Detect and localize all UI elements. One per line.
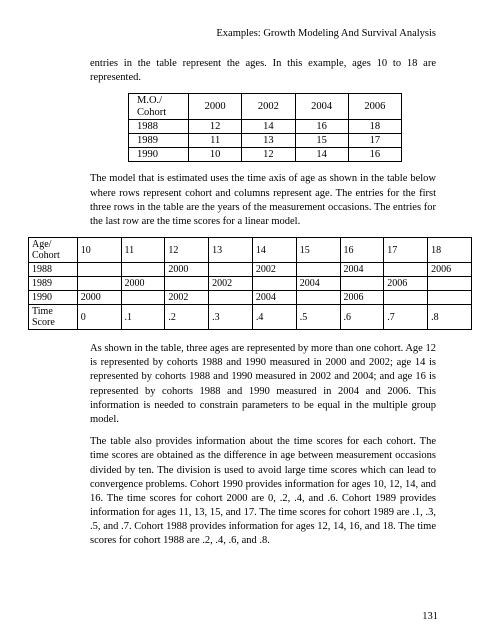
t1-r2-cohort: 1990	[129, 148, 189, 162]
t2-r2-v2: 2002	[165, 291, 209, 305]
t2-age-3: 13	[209, 238, 253, 263]
t1-r1-v2: 15	[295, 134, 348, 148]
t2-age-1: 11	[121, 238, 165, 263]
t2-r0-v2: 2000	[165, 263, 209, 277]
t2-r0-v5	[296, 263, 340, 277]
t2-r1-v4	[252, 277, 296, 291]
t2-r1-v8	[428, 277, 472, 291]
t2-r3-v0: 0	[77, 305, 121, 330]
t1-r2-v2: 14	[295, 148, 348, 162]
t1-r1-cohort: 1989	[129, 134, 189, 148]
t2-r2-v0: 2000	[77, 291, 121, 305]
t2-r3-v1: .1	[121, 305, 165, 330]
t2-r3-cohort: Time Score	[29, 305, 78, 330]
t2-r3-v5: .5	[296, 305, 340, 330]
t2-r2-v8	[428, 291, 472, 305]
t2-age-2: 12	[165, 238, 209, 263]
t2-r3-v7: .7	[384, 305, 428, 330]
t2-r1-v7: 2006	[384, 277, 428, 291]
t2-r0-v1	[121, 263, 165, 277]
t1-r0-v2: 16	[295, 120, 348, 134]
t1-r1-v3: 17	[348, 134, 401, 148]
t1-r1-v0: 11	[189, 134, 242, 148]
t2-age-5: 15	[296, 238, 340, 263]
table-2: Age/ Cohort 10 11 12 13 14 15 16 17 18 1…	[28, 237, 472, 330]
t1-r2-v0: 10	[189, 148, 242, 162]
t2-age-4: 14	[252, 238, 296, 263]
table-2-wrap: Age/ Cohort 10 11 12 13 14 15 16 17 18 1…	[28, 237, 472, 330]
t1-r2-v3: 16	[348, 148, 401, 162]
paragraph-3: As shown in the table, three ages are re…	[28, 342, 472, 427]
t2-age-6: 16	[340, 238, 384, 263]
paragraph-1: entries in the table represent the ages.…	[28, 57, 472, 85]
t1-r0-v1: 14	[242, 120, 295, 134]
t2-r0-v4: 2002	[252, 263, 296, 277]
paragraph-4: The table also provides information abou…	[28, 435, 472, 548]
t2-r2-v5	[296, 291, 340, 305]
t2-r1-v1: 2000	[121, 277, 165, 291]
t1-year-1: 2002	[242, 94, 295, 120]
t1-year-3: 2006	[348, 94, 401, 120]
t2-age-8: 18	[428, 238, 472, 263]
t2-age-0: 10	[77, 238, 121, 263]
t2-r0-v8: 2006	[428, 263, 472, 277]
t2-r3-v6: .6	[340, 305, 384, 330]
t2-r2-v7	[384, 291, 428, 305]
t2-r3-v2: .2	[165, 305, 209, 330]
t1-r0-cohort: 1988	[129, 120, 189, 134]
page-header: Examples: Growth Modeling And Survival A…	[28, 28, 472, 39]
table-1-wrap: M.O./ Cohort 2000 2002 2004 2006 1988 12…	[28, 93, 472, 162]
page-number: 131	[422, 611, 438, 622]
t2-r0-v3	[209, 263, 253, 277]
t2-r2-cohort: 1990	[29, 291, 78, 305]
t2-r0-v6: 2004	[340, 263, 384, 277]
t1-r0-v0: 12	[189, 120, 242, 134]
t2-r1-v0	[77, 277, 121, 291]
t2-r2-v3	[209, 291, 253, 305]
paragraph-2: The model that is estimated uses the tim…	[28, 172, 472, 229]
t2-r2-v4: 2004	[252, 291, 296, 305]
table-1: M.O./ Cohort 2000 2002 2004 2006 1988 12…	[128, 93, 402, 162]
t2-r3-v8: .8	[428, 305, 472, 330]
t2-r0-cohort: 1988	[29, 263, 78, 277]
t2-r1-v6	[340, 277, 384, 291]
t2-r1-v5: 2004	[296, 277, 340, 291]
t1-year-2: 2004	[295, 94, 348, 120]
t2-r3-v4: .4	[252, 305, 296, 330]
t2-r0-v0	[77, 263, 121, 277]
t2-r1-v3: 2002	[209, 277, 253, 291]
t2-r3-v3: .3	[209, 305, 253, 330]
t2-header-label: Age/ Cohort	[29, 238, 78, 263]
t1-r1-v1: 13	[242, 134, 295, 148]
t1-header-label: M.O./ Cohort	[129, 94, 189, 120]
t2-r2-v1	[121, 291, 165, 305]
t1-year-0: 2000	[189, 94, 242, 120]
t2-age-7: 17	[384, 238, 428, 263]
t2-r1-v2	[165, 277, 209, 291]
t2-r1-cohort: 1989	[29, 277, 78, 291]
t1-r0-v3: 18	[348, 120, 401, 134]
t2-r0-v7	[384, 263, 428, 277]
t2-r2-v6: 2006	[340, 291, 384, 305]
t1-r2-v1: 12	[242, 148, 295, 162]
